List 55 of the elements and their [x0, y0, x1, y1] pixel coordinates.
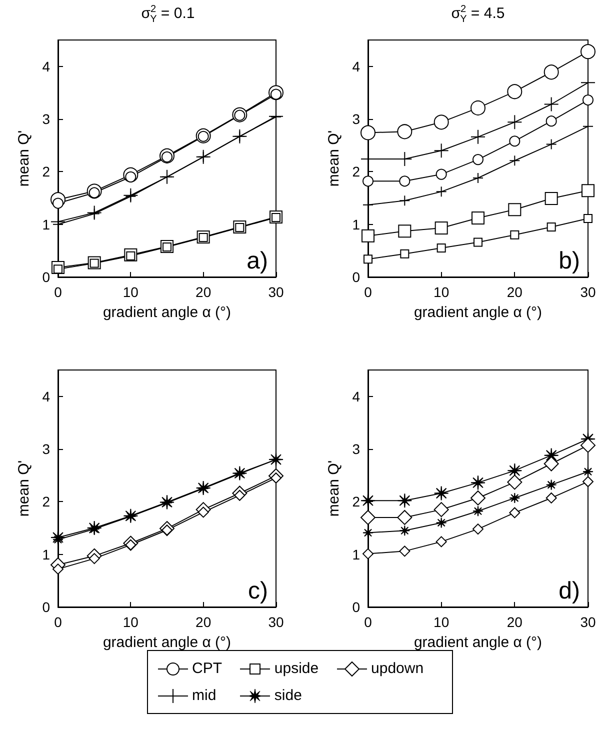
x-axis-title: gradient angle α (°): [414, 304, 542, 321]
annotation: c): [248, 578, 268, 604]
annotation: b): [558, 248, 580, 274]
y-axis-title: mean Q': [325, 130, 342, 187]
chart-title: σ$^{2}$$_{Y}$ = 0.1: [140, 4, 196, 25]
x-tick-label: 10: [434, 614, 450, 630]
x-tick-label: 0: [54, 284, 62, 300]
x-tick-label: 30: [268, 614, 284, 630]
y-tick-label: 1: [352, 216, 360, 232]
x-tick-label: 20: [506, 284, 523, 300]
x-tick-label: 0: [364, 284, 372, 300]
y-tick-label: 3: [352, 441, 360, 457]
x-axis-title: gradient angle α (°): [102, 634, 232, 651]
y-tick-label: 2: [352, 494, 360, 510]
legend-label: side: [274, 687, 302, 704]
x-axis-title: gradient angle α (°): [102, 304, 232, 321]
annotation: d): [558, 578, 580, 604]
annotation: a): [246, 248, 268, 274]
chart-title: σ$^{2}$$_{Y}$ = 4.5: [450, 4, 506, 25]
x-tick-label: 10: [122, 614, 139, 630]
y-tick-label: 4: [352, 388, 360, 404]
x-tick-label: 0: [54, 614, 62, 630]
y-tick-label: 3: [42, 111, 50, 127]
x-tick-label: 10: [434, 284, 450, 300]
x-axis-title: gradient angle α (°): [414, 634, 542, 651]
x-tick-label: 30: [268, 284, 284, 300]
x-tick-label: 20: [506, 614, 523, 630]
y-tick-label: 1: [42, 546, 50, 562]
y-tick-label: 2: [352, 164, 360, 180]
x-tick-label: 30: [580, 284, 596, 300]
legend-label: updown: [371, 660, 424, 677]
y-tick-label: 3: [42, 441, 50, 457]
y-tick-label: 2: [42, 164, 50, 180]
y-tick-label: 4: [42, 388, 50, 404]
y-tick-label: 0: [352, 599, 360, 615]
y-axis-title: mean Q': [15, 460, 32, 517]
y-tick-label: 0: [352, 269, 360, 285]
y-tick-label: 1: [352, 546, 360, 562]
y-tick-label: 0: [42, 269, 50, 285]
y-tick-label: 4: [42, 58, 50, 74]
x-tick-label: 0: [364, 614, 372, 630]
y-tick-label: 1: [42, 216, 50, 232]
x-tick-label: 20: [196, 614, 212, 630]
legend-label: CPT: [192, 660, 222, 677]
x-tick-label: 30: [580, 614, 596, 630]
x-tick-label: 20: [196, 284, 212, 300]
legend-label: mid: [192, 687, 216, 704]
y-tick-label: 2: [42, 494, 50, 510]
y-tick-label: 0: [42, 599, 50, 615]
legend-label: upside: [274, 660, 319, 677]
y-axis-title: mean Q': [325, 460, 342, 517]
y-tick-label: 4: [352, 58, 360, 74]
y-axis-title: mean Q': [15, 130, 32, 187]
y-tick-label: 3: [352, 111, 360, 127]
x-tick-label: 10: [122, 284, 139, 300]
